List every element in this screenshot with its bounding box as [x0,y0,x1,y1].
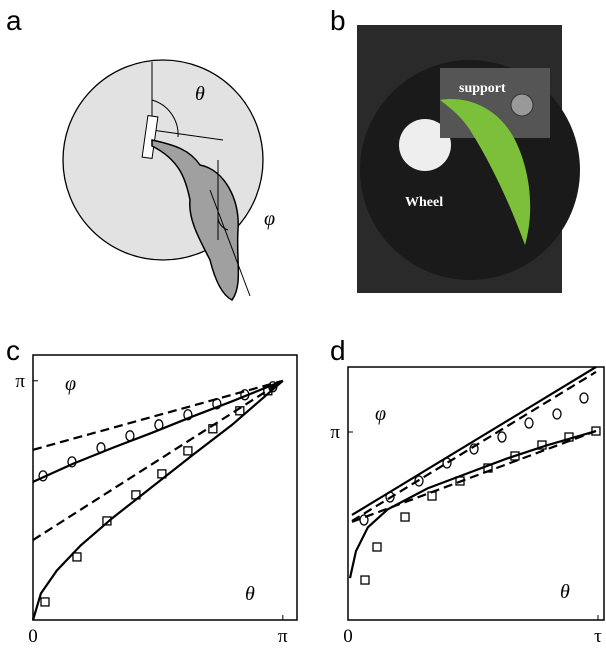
photo-hole [399,119,451,171]
theta-label: θ [195,83,205,105]
square-marker [360,575,370,585]
axis-annotation: φ [65,373,76,395]
square-marker [510,451,520,461]
support-block [141,114,159,160]
angle-arc [217,214,229,231]
axis-annotation: φ [375,403,386,425]
panel-label: a [6,5,22,36]
dashed-line [351,371,597,522]
panel-label: c [6,335,20,366]
solid-line [348,429,597,579]
square-marker [183,446,193,456]
square-marker [372,542,382,552]
solid-line [31,379,284,621]
circle-marker [469,443,479,455]
phi-label: φ [264,208,275,230]
x-tick-label: 0 [343,626,353,647]
circle-marker [183,409,193,421]
solid-line [351,366,597,516]
panel-label: d [330,335,346,366]
axis-annotation: θ [245,583,255,605]
dashed-line [32,379,284,451]
photo-label: Wheel [405,195,443,210]
circle-marker [497,431,507,443]
leaf [151,139,240,301]
x-tick-label: τ [594,626,602,647]
circle-marker [414,475,424,487]
square-marker [40,597,50,607]
x-tick-label: π [278,626,288,647]
leaf-axis [209,189,251,297]
y-tick-label: π [15,371,25,392]
circle-marker [552,408,562,420]
plot-frame [32,354,298,621]
square-marker [400,512,410,522]
solid-line [32,379,284,483]
plot-frame [347,366,605,621]
x-tick-label: 0 [28,626,38,647]
axis-annotation: θ [560,581,570,603]
dashed-line [351,429,597,523]
square-marker [102,516,112,526]
square-marker [72,552,82,562]
circle-marker [524,417,534,429]
photo-screw [510,93,534,117]
photo-leaf [440,99,531,246]
angle-arc [151,99,179,138]
panel-label: b [330,5,346,36]
y-tick-label: π [330,422,340,443]
square-marker [591,426,601,436]
dashed-line [32,379,284,541]
circle-marker [579,392,589,404]
photo-label: support [459,81,506,96]
reference-line [151,129,224,141]
